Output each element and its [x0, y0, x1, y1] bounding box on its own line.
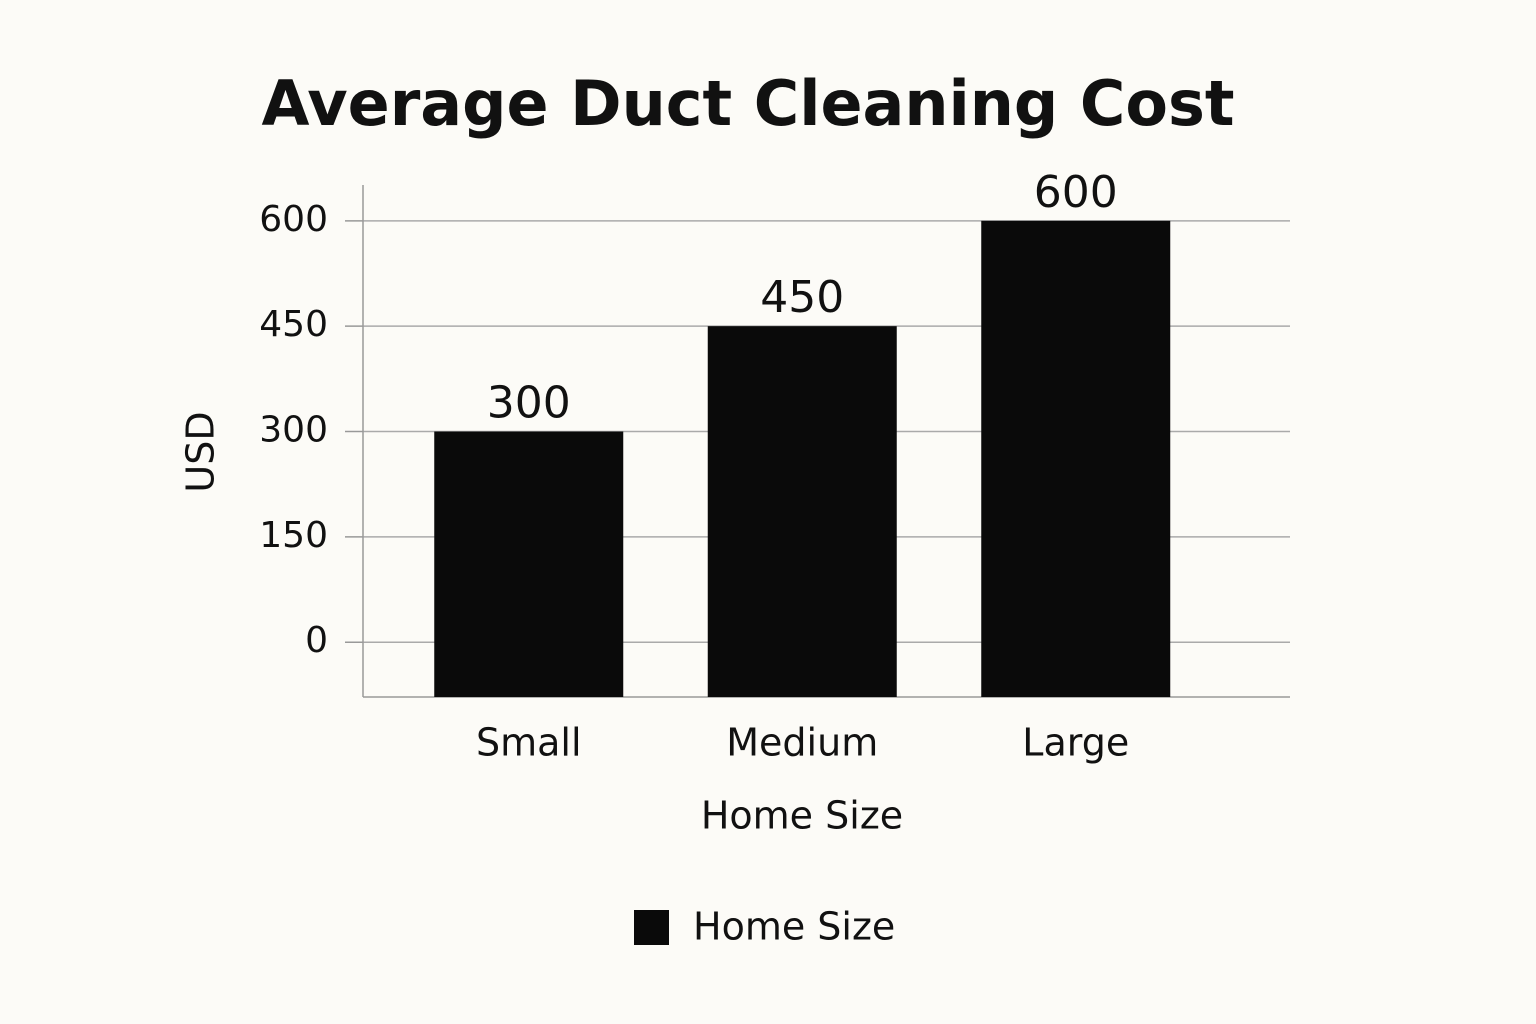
x-tick-label: Small	[476, 721, 582, 765]
value-label: 450	[760, 272, 844, 323]
bar	[434, 431, 624, 697]
chart-title: Average Duct Cleaning Cost	[261, 67, 1234, 140]
y-tick-label: 300	[259, 410, 328, 451]
x-tick-label: Medium	[726, 721, 878, 765]
bar	[707, 326, 897, 697]
y-tick-label: 150	[259, 515, 328, 556]
value-label: 600	[1034, 167, 1118, 218]
y-tick-label: 0	[305, 620, 328, 661]
legend-swatch	[634, 910, 669, 945]
x-axis-label: Home Size	[701, 794, 903, 838]
legend-label: Home Size	[693, 905, 895, 949]
y-tick-label: 450	[259, 304, 328, 345]
x-tick-label: Large	[1022, 721, 1129, 765]
bar	[981, 220, 1171, 698]
value-label: 300	[487, 378, 571, 429]
y-tick-label: 600	[259, 199, 328, 240]
y-axis-label: USD	[179, 411, 223, 492]
